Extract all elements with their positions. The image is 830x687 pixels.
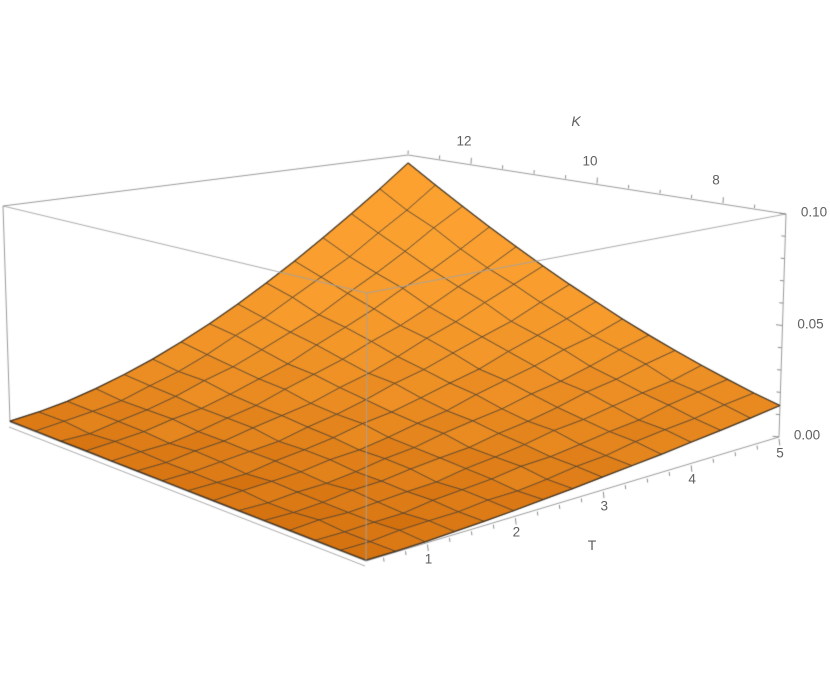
y-axis-label: K [571,113,581,129]
x-axis-label: T [587,537,597,553]
